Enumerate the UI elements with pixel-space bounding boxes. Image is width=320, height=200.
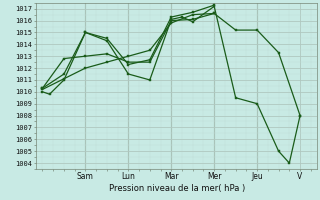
X-axis label: Pression niveau de la mer( hPa ): Pression niveau de la mer( hPa ): [108, 184, 245, 193]
